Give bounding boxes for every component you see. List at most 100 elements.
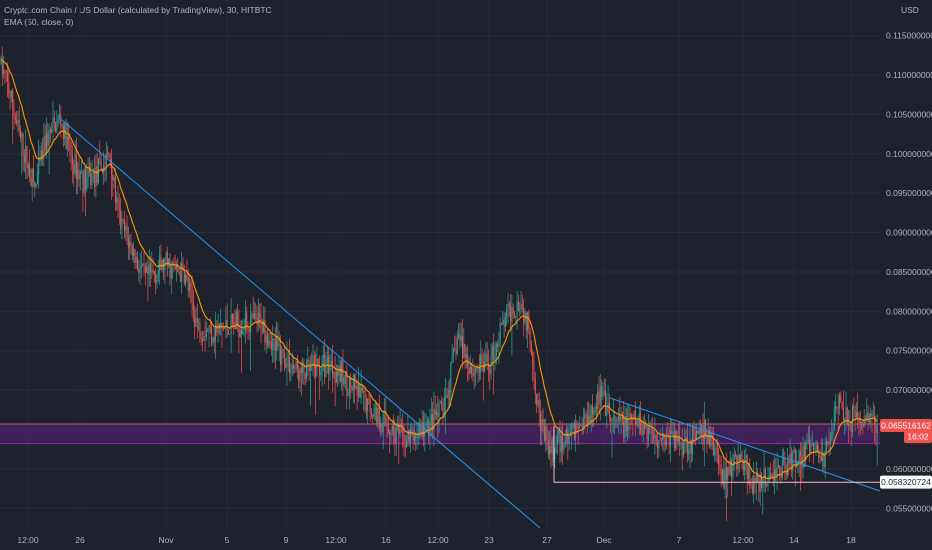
candle-body <box>345 371 346 378</box>
trendline[interactable] <box>59 117 541 529</box>
candle-body <box>12 90 14 109</box>
candle-body <box>194 310 196 327</box>
candle-body <box>849 424 851 427</box>
candle-body <box>215 325 216 342</box>
candle-body <box>503 319 505 327</box>
candle-body <box>69 140 71 155</box>
candle-body <box>764 468 766 484</box>
candle-body <box>819 455 821 458</box>
candle-body <box>854 409 856 417</box>
candle-body <box>810 445 812 453</box>
candle-body <box>793 449 795 453</box>
candle-body <box>870 413 872 416</box>
candle-body <box>72 155 73 165</box>
candle-body <box>650 429 652 430</box>
y-tick-label: 0.115000000 <box>886 31 932 41</box>
candle-body <box>634 410 636 424</box>
support-line[interactable] <box>553 425 880 483</box>
candle-body <box>839 395 840 409</box>
candle-body <box>18 120 20 130</box>
candle-body <box>489 368 491 375</box>
candle-body <box>428 420 430 437</box>
time-axis[interactable]: 12:00 26 Nov 5 9 12:00 16 12:00 23 27 Dec 7 12:00 14 1… <box>17 535 856 545</box>
candle-body <box>455 349 457 354</box>
candle-body <box>52 117 54 129</box>
candle-body <box>311 363 313 366</box>
candle-body <box>781 461 783 478</box>
candle-body <box>374 407 376 409</box>
candle-body <box>636 420 638 424</box>
x-tick-label: 12:00 <box>17 535 39 545</box>
candle-body <box>406 439 408 448</box>
candle-body <box>592 405 593 415</box>
candle-body <box>456 338 458 354</box>
x-tick-label: 26 <box>75 535 85 545</box>
candle-body <box>73 164 75 174</box>
candle-body <box>645 426 647 429</box>
candle-body <box>280 345 281 365</box>
candle-body <box>480 354 482 373</box>
candle-body <box>696 430 697 440</box>
candle-body <box>568 432 570 444</box>
candle-body <box>281 349 283 365</box>
candle-body <box>426 420 428 422</box>
candle-body <box>164 257 166 270</box>
candle-body <box>293 364 294 369</box>
candle-body <box>195 318 197 327</box>
candle-body <box>599 386 601 405</box>
candle-body <box>562 435 564 451</box>
candle-body <box>861 422 863 424</box>
candle-body <box>7 72 8 82</box>
candle-body <box>794 449 796 468</box>
candle-body <box>237 311 239 325</box>
trendline[interactable] <box>609 397 881 492</box>
candle-body <box>710 432 712 447</box>
candle-body <box>759 474 761 493</box>
candle-body <box>451 356 453 363</box>
candle-body <box>43 136 45 158</box>
candle-body <box>78 169 80 179</box>
candle-body <box>679 435 681 443</box>
y-tick-label: 0.095000000 <box>886 188 932 198</box>
candle-body <box>508 304 510 307</box>
candle-body <box>482 363 484 372</box>
price-axis[interactable]: USD 0.115000000 0.110000000 0.105000000 0.10… <box>886 5 932 513</box>
candle-body <box>848 423 850 427</box>
candle-body <box>285 362 287 368</box>
candle-body <box>664 439 666 446</box>
candle-body <box>407 430 409 440</box>
candle-body <box>146 267 148 273</box>
candle-body <box>338 364 340 377</box>
candle-body <box>595 407 597 409</box>
candle-body <box>670 430 671 447</box>
candle-body <box>546 426 548 441</box>
candle-body <box>486 354 488 363</box>
candle-body <box>585 413 587 415</box>
candle-body <box>605 390 606 416</box>
candle-body <box>155 274 157 284</box>
candle-body <box>118 208 120 211</box>
candle-body <box>332 360 333 375</box>
candle-body <box>122 219 124 220</box>
candle-body <box>178 272 180 275</box>
candle-body <box>303 363 305 374</box>
candle-body <box>709 429 710 447</box>
candle-body <box>846 407 848 424</box>
candle-body <box>763 468 765 480</box>
candle-body <box>667 433 669 435</box>
trendlines[interactable] <box>59 117 881 529</box>
candle-body <box>462 335 463 358</box>
y-tick-label: 0.085000000 <box>886 267 932 277</box>
candle-body <box>874 416 876 424</box>
candle-body <box>10 90 12 98</box>
candle-body <box>729 460 731 475</box>
candle-body <box>566 428 567 438</box>
candle-body <box>339 364 341 382</box>
x-tick-label: 16 <box>381 535 391 545</box>
candle-body <box>632 418 634 420</box>
candle-body <box>615 416 617 423</box>
candle-body <box>329 365 331 374</box>
candle-body <box>618 415 619 421</box>
indicator-legend[interactable]: EMA (50, close, 0) <box>4 17 74 27</box>
